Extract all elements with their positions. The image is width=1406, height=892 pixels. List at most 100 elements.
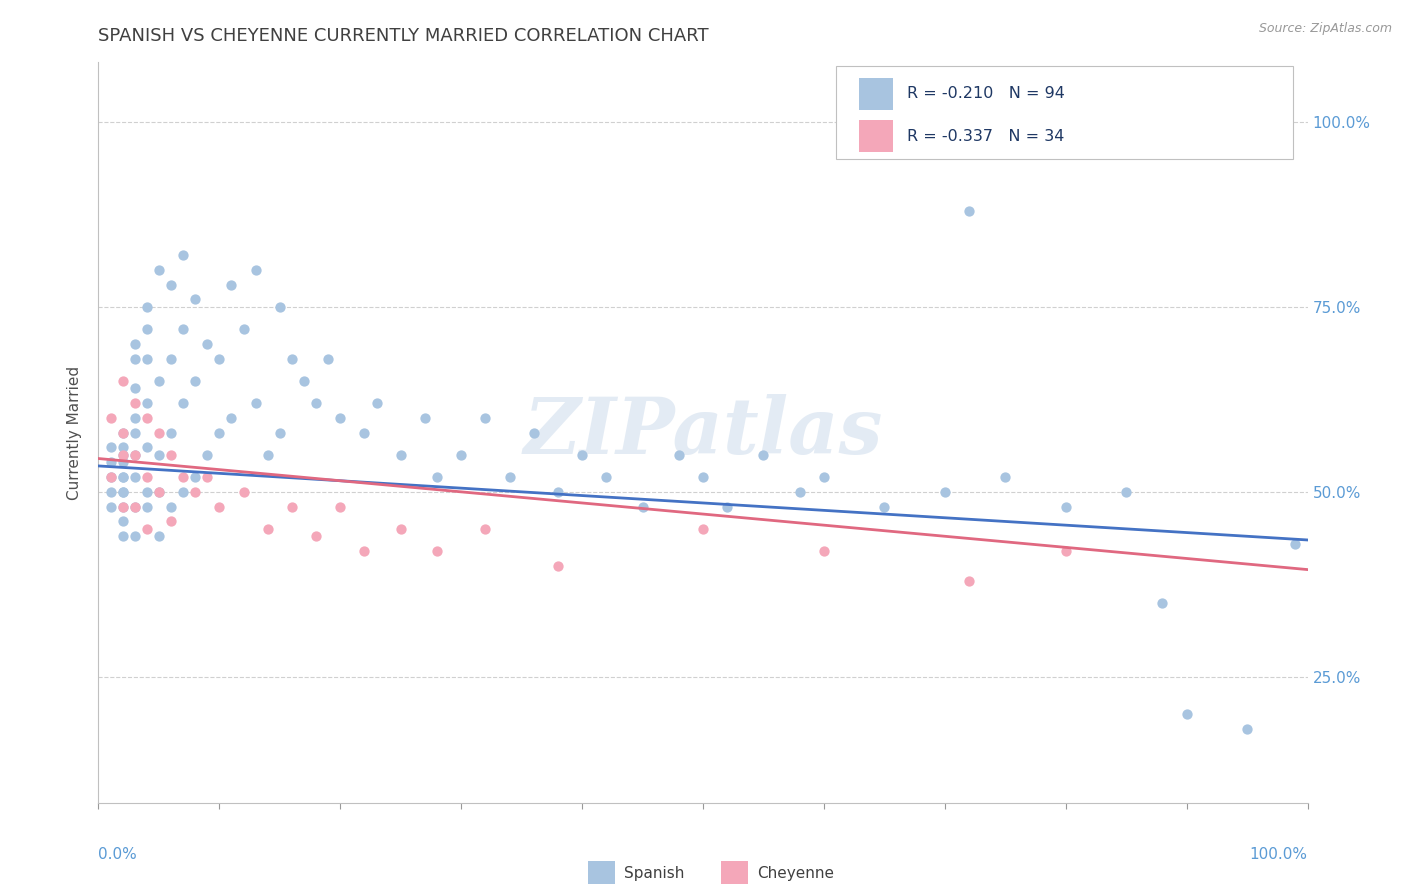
Point: [160, 425, 183, 440]
Point: [124, 448, 146, 462]
Point: [111, 441, 134, 455]
Text: R = -0.210   N = 94: R = -0.210 N = 94: [907, 87, 1066, 101]
Point: [124, 410, 146, 425]
Point: [595, 470, 617, 484]
Point: [547, 484, 569, 499]
Point: [221, 410, 243, 425]
Bar: [859, 120, 893, 153]
Text: SPANISH VS CHEYENNE CURRENTLY MARRIED CORRELATION CHART: SPANISH VS CHEYENNE CURRENTLY MARRIED CO…: [98, 27, 709, 45]
Point: [124, 448, 146, 462]
Point: [813, 544, 835, 558]
Point: [934, 484, 956, 499]
Point: [172, 396, 194, 410]
Point: [1284, 536, 1306, 550]
Point: [353, 425, 375, 440]
Point: [135, 470, 157, 484]
Point: [269, 425, 291, 440]
Point: [135, 351, 157, 366]
Point: [160, 500, 183, 514]
Point: [124, 470, 146, 484]
Bar: [721, 861, 748, 884]
Point: [305, 396, 328, 410]
Point: [245, 262, 267, 277]
Point: [148, 529, 170, 543]
Point: [111, 455, 134, 469]
Point: [789, 484, 811, 499]
Point: [148, 262, 170, 277]
Point: [353, 544, 375, 558]
Point: [256, 448, 278, 462]
Point: [111, 470, 134, 484]
Point: [184, 374, 207, 388]
Point: [1175, 706, 1198, 721]
Point: [426, 470, 449, 484]
Bar: [859, 78, 893, 110]
Point: [1152, 596, 1174, 610]
Point: [474, 410, 496, 425]
Text: Spanish: Spanish: [624, 865, 685, 880]
Point: [1054, 500, 1077, 514]
Point: [160, 351, 183, 366]
Point: [208, 500, 231, 514]
Point: [813, 470, 835, 484]
Point: [100, 470, 122, 484]
Point: [124, 425, 146, 440]
Point: [111, 500, 134, 514]
Point: [269, 300, 291, 314]
Point: [111, 529, 134, 543]
Point: [135, 522, 157, 536]
Point: [100, 441, 122, 455]
Point: [232, 484, 254, 499]
Point: [111, 425, 134, 440]
Point: [135, 396, 157, 410]
Point: [100, 470, 122, 484]
Point: [389, 448, 412, 462]
Point: [184, 484, 207, 499]
Point: [1236, 722, 1258, 736]
Point: [305, 529, 328, 543]
Point: [100, 484, 122, 499]
Point: [281, 500, 304, 514]
Point: [124, 500, 146, 514]
Bar: [588, 861, 614, 884]
Point: [281, 351, 304, 366]
Text: R = -0.337   N = 34: R = -0.337 N = 34: [907, 128, 1064, 144]
Text: Cheyenne: Cheyenne: [758, 865, 834, 880]
Point: [716, 500, 738, 514]
Point: [135, 410, 157, 425]
Text: Source: ZipAtlas.com: Source: ZipAtlas.com: [1258, 22, 1392, 36]
Point: [413, 410, 436, 425]
Point: [957, 574, 980, 588]
Point: [100, 455, 122, 469]
Text: 0.0%: 0.0%: [98, 847, 138, 863]
Point: [148, 374, 170, 388]
Point: [111, 470, 134, 484]
FancyBboxPatch shape: [837, 66, 1294, 159]
Point: [692, 470, 714, 484]
Point: [245, 396, 267, 410]
Point: [366, 396, 388, 410]
Point: [172, 248, 194, 262]
Point: [111, 484, 134, 499]
Point: [124, 529, 146, 543]
Point: [329, 410, 352, 425]
Point: [450, 448, 472, 462]
Point: [124, 381, 146, 395]
Text: ZIPatlas: ZIPatlas: [523, 394, 883, 471]
Point: [316, 351, 339, 366]
Point: [148, 484, 170, 499]
Point: [389, 522, 412, 536]
Point: [329, 500, 352, 514]
Point: [124, 351, 146, 366]
Point: [195, 448, 218, 462]
Point: [208, 351, 231, 366]
Point: [208, 425, 231, 440]
Point: [160, 448, 183, 462]
Point: [135, 484, 157, 499]
Point: [1115, 484, 1137, 499]
Point: [631, 500, 654, 514]
Point: [148, 448, 170, 462]
Point: [692, 522, 714, 536]
Point: [498, 470, 520, 484]
Point: [111, 515, 134, 529]
